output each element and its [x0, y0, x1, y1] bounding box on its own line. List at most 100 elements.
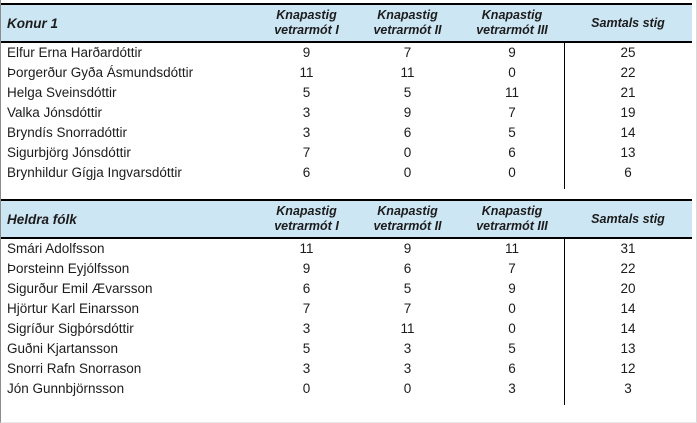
score-cell: 6	[403, 261, 412, 276]
score-table-konur-1: Konur 1 Knapastig vetrarmót I Knapastig …	[1, 3, 692, 189]
rider-name: Bryndís Snorradóttir	[7, 125, 128, 140]
score-cell: 11	[299, 65, 314, 80]
table-row: Sigurður Emil Ævarsson 6 5 9 20	[1, 279, 692, 299]
table-row: Sigríður Sigþórsdóttir 3 11 0 14	[1, 319, 692, 339]
score-cell: 0	[508, 165, 516, 180]
total-cell: 14	[620, 301, 636, 316]
total-column-divider	[564, 43, 565, 189]
score-cell: 7	[302, 145, 311, 160]
table-row: Bryndís Snorradóttir 3 6 5 14	[1, 123, 692, 143]
column-header-vetrarmot-1: Knapastig vetrarmót I	[274, 204, 339, 233]
score-cell: 9	[403, 105, 412, 120]
score-cell: 3	[302, 361, 311, 376]
score-cell: 7	[508, 261, 516, 276]
total-cell: 13	[620, 145, 636, 160]
total-cell: 21	[620, 85, 636, 100]
rider-name: Elfur Erna Harðardóttir	[7, 45, 143, 60]
table-row: Brynhildur Gígja Ingvarsdóttir 6 0 0 6	[1, 163, 692, 183]
score-cell: 5	[508, 341, 516, 356]
score-cell: 11	[299, 241, 314, 256]
score-cell: 3	[403, 341, 412, 356]
total-cell: 22	[620, 65, 636, 80]
score-cell: 7	[302, 301, 311, 316]
rider-name: Helga Sveinsdóttir	[7, 85, 117, 100]
column-header-vetrarmot-2: Knapastig vetrarmót II	[373, 204, 442, 233]
total-cell: 6	[624, 165, 632, 180]
score-cell: 6	[403, 125, 412, 140]
rider-name: Guðni Kjartansson	[7, 341, 119, 356]
score-cell: 5	[403, 85, 412, 100]
rider-name: Þorsteinn Eyjólfsson	[7, 261, 130, 276]
table-row: Þorsteinn Eyjólfsson 9 6 7 22	[1, 259, 692, 279]
rider-name: Jón Gunnbjörnsson	[7, 381, 125, 396]
score-cell: 0	[403, 381, 412, 396]
score-cell: 3	[508, 381, 516, 396]
score-cell: 11	[400, 65, 415, 80]
score-table-heldra-folk: Heldra fólk Knapastig vetrarmót I Knapas…	[1, 199, 692, 405]
rider-name: Sigurbjörg Jónsdóttir	[7, 145, 131, 160]
score-cell: 5	[508, 125, 516, 140]
score-cell: 3	[403, 361, 412, 376]
table-row: Smári Adolfsson 11 9 11 31	[1, 239, 692, 259]
rider-name: Brynhildur Gígja Ingvarsdóttir	[7, 165, 182, 180]
total-column-divider	[564, 239, 565, 405]
score-cell: 0	[508, 321, 516, 336]
table-title: Konur 1	[7, 15, 59, 31]
score-cell: 11	[504, 85, 519, 100]
score-cell: 6	[302, 281, 311, 296]
table-row: Elfur Erna Harðardóttir 9 7 9 25	[1, 43, 692, 63]
rider-name: Þorgerður Gyða Ásmundsdóttir	[7, 65, 194, 80]
column-header-vetrarmot-3: Knapastig vetrarmót III	[476, 8, 548, 37]
score-cell: 3	[302, 125, 311, 140]
score-cell: 5	[302, 341, 311, 356]
score-cell: 0	[403, 165, 412, 180]
column-header-vetrarmot-1: Knapastig vetrarmót I	[274, 8, 339, 37]
score-cell: 11	[504, 241, 519, 256]
rider-name: Valka Jónsdóttir	[7, 105, 103, 120]
score-cell: 0	[302, 381, 311, 396]
score-cell: 6	[508, 145, 516, 160]
score-cell: 9	[302, 45, 311, 60]
score-cell: 3	[302, 105, 311, 120]
column-header-vetrarmot-3: Knapastig vetrarmót III	[476, 204, 548, 233]
score-cell: 6	[302, 165, 311, 180]
table-row: Hjörtur Karl Einarsson 7 7 0 14	[1, 299, 692, 319]
score-cell: 7	[508, 105, 516, 120]
total-cell: 25	[620, 45, 636, 60]
table-row: Sigurbjörg Jónsdóttir 7 0 6 13	[1, 143, 692, 163]
score-cell: 3	[302, 321, 311, 336]
rider-name: Hjörtur Karl Einarsson	[7, 301, 140, 316]
table-header: Konur 1 Knapastig vetrarmót I Knapastig …	[1, 5, 692, 43]
rider-name: Snorri Rafn Snorrason	[7, 361, 142, 376]
total-cell: 31	[620, 241, 636, 256]
total-cell: 12	[620, 361, 636, 376]
table-row: Guðni Kjartansson 5 3 5 13	[1, 339, 692, 359]
column-header-vetrarmot-2: Knapastig vetrarmót II	[373, 8, 442, 37]
score-cell: 0	[508, 65, 516, 80]
score-cell: 11	[400, 321, 415, 336]
table-row: Snorri Rafn Snorrason 3 3 6 12	[1, 359, 692, 379]
score-cell: 6	[508, 361, 516, 376]
table-row: Helga Sveinsdóttir 5 5 11 21	[1, 83, 692, 103]
table-row: Jón Gunnbjörnsson 0 0 3 3	[1, 379, 692, 399]
score-cell: 5	[302, 85, 311, 100]
column-header-total: Samtals stig	[591, 15, 665, 30]
total-cell: 19	[620, 105, 636, 120]
table-body: Smári Adolfsson 11 9 11 31 Þorsteinn Eyjólfss…	[1, 239, 692, 405]
table-row: Valka Jónsdóttir 3 9 7 19	[1, 103, 692, 123]
total-cell: 14	[620, 321, 636, 336]
score-cell: 0	[508, 301, 516, 316]
score-cell: 9	[302, 261, 311, 276]
score-cell: 5	[403, 281, 412, 296]
score-cell: 9	[508, 45, 516, 60]
total-cell: 22	[620, 261, 636, 276]
rider-name: Sigríður Sigþórsdóttir	[7, 321, 134, 336]
rider-name: Sigurður Emil Ævarsson	[7, 281, 153, 296]
table-title: Heldra fólk	[7, 211, 77, 227]
table-header: Heldra fólk Knapastig vetrarmót I Knapas…	[1, 201, 692, 239]
score-cell: 7	[403, 301, 412, 316]
score-cell: 9	[508, 281, 516, 296]
score-cell: 0	[403, 145, 412, 160]
table-body: Elfur Erna Harðardóttir 9 7 9 25 Þorgerður Gy…	[1, 43, 692, 189]
